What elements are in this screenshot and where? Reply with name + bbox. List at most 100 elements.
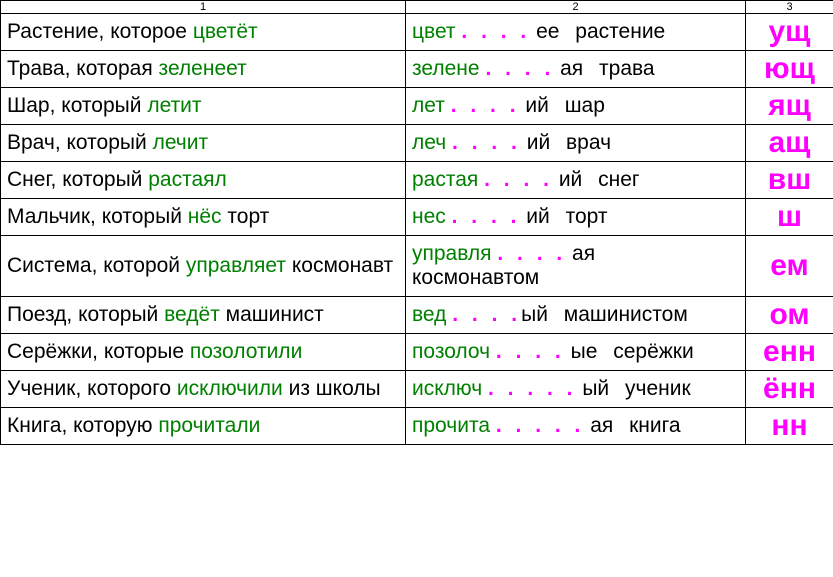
table-row: Трава, которая зеленеетзелене . . . . ая…	[1, 51, 833, 88]
participle-cell: прочита . . . . . ая книга	[406, 408, 746, 445]
suffix: ем	[770, 249, 808, 282]
ending: ый	[521, 303, 548, 326]
ending: ее	[530, 20, 559, 43]
dots: . . . .	[497, 242, 566, 265]
stem: прочита	[412, 414, 490, 437]
table-row: Серёжки, которые позолотилипозолоч . . .…	[1, 334, 833, 371]
phrase-cell: Серёжки, которые позолотили	[1, 334, 406, 371]
tail-word: торт	[566, 205, 608, 228]
dots: . . . .	[452, 205, 521, 228]
phrase-cell: Ученик, которого исключили из школы	[1, 371, 406, 408]
phrase-verb: прочитали	[158, 414, 260, 437]
table-row: Растение, которое цветётцвет . . . . ее …	[1, 14, 833, 51]
phrase-cell: Растение, которое цветёт	[1, 14, 406, 51]
table-row: Шар, который летитлет . . . . ий шарящ	[1, 88, 833, 125]
table-row: Мальчик, который нёс тортнес . . . . ий …	[1, 199, 833, 236]
dots: . . . .	[452, 303, 521, 326]
stem: цвет	[412, 20, 456, 43]
stem: зелене	[412, 57, 480, 80]
stem: вед	[412, 303, 446, 326]
phrase-pre: Шар, который	[7, 94, 147, 117]
phrase-post: из школы	[283, 377, 381, 400]
tail-word: трава	[599, 57, 655, 80]
suffix-cell: ащ	[746, 125, 833, 162]
suffix-cell: ённ	[746, 371, 833, 408]
participle-cell: растая . . . . ий снег	[406, 162, 746, 199]
stem: леч	[412, 131, 446, 154]
grammar-table: 1 2 3 Растение, которое цветётцвет . . .…	[0, 0, 833, 445]
stem: управля	[412, 242, 492, 265]
phrase-verb: лечит	[153, 131, 209, 154]
dots: . . . .	[484, 168, 553, 191]
phrase-verb: управляет	[186, 254, 286, 277]
tail-word: космонавтом	[412, 266, 539, 289]
participle-cell: зелене . . . . ая трава	[406, 51, 746, 88]
suffix-cell: енн	[746, 334, 833, 371]
suffix-cell: нн	[746, 408, 833, 445]
participle-cell: исключ . . . . . ый ученик	[406, 371, 746, 408]
suffix-cell: ем	[746, 236, 833, 297]
tail-word: книга	[629, 414, 680, 437]
phrase-pre: Ученик, которого	[7, 377, 177, 400]
phrase-pre: Поезд, который	[7, 303, 164, 326]
suffix: ом	[769, 298, 809, 331]
phrase-cell: Система, которой управляет космонавт	[1, 236, 406, 297]
stem: лет	[412, 94, 445, 117]
table-row: Поезд, который ведёт машинист вед . . . .…	[1, 297, 833, 334]
dots: . . . .	[461, 20, 530, 43]
suffix: ющ	[764, 52, 815, 85]
suffix: ащ	[769, 126, 811, 159]
phrase-cell: Книга, которую прочитали	[1, 408, 406, 445]
suffix-cell: вш	[746, 162, 833, 199]
phrase-verb: исключили	[177, 377, 283, 400]
ending: ий	[520, 205, 549, 228]
phrase-verb: летит	[147, 94, 201, 117]
phrase-cell: Мальчик, который нёс торт	[1, 199, 406, 236]
phrase-pre: Книга, которую	[7, 414, 158, 437]
ending: ий	[553, 168, 582, 191]
tail-word: шар	[565, 94, 605, 117]
phrase-pre: Снег, который	[7, 168, 148, 191]
phrase-cell: Врач, который лечит	[1, 125, 406, 162]
phrase-verb: нёс	[188, 205, 222, 228]
stem: растая	[412, 168, 478, 191]
phrase-verb: ведёт	[164, 303, 220, 326]
participle-cell: управля . . . . ая космонавтом	[406, 236, 746, 297]
table-row: Книга, которую прочиталипрочита . . . . …	[1, 408, 833, 445]
table-row: Ученик, которого исключили из школыисклю…	[1, 371, 833, 408]
suffix: ящ	[768, 89, 811, 122]
dots: . . . . .	[496, 414, 585, 437]
participle-cell: позолоч . . . . ые серёжки	[406, 334, 746, 371]
participle-cell: леч . . . . ий врач	[406, 125, 746, 162]
participle-cell: нес . . . . ий торт	[406, 199, 746, 236]
header-2: 2	[406, 1, 746, 14]
phrase-pre: Мальчик, который	[7, 205, 188, 228]
phrase-verb: растаял	[148, 168, 227, 191]
phrase-cell: Шар, который летит	[1, 88, 406, 125]
phrase-post: космонавт	[286, 254, 393, 277]
tail-word: машинистом	[564, 303, 688, 326]
phrase-post: торт	[222, 205, 270, 228]
phrase-verb: цветёт	[193, 20, 258, 43]
tail-word: врач	[566, 131, 611, 154]
table-row: Система, которой управляет космонавтупра…	[1, 236, 833, 297]
tail-word: растение	[575, 20, 665, 43]
ending: ая	[584, 414, 613, 437]
ending: ая	[566, 242, 595, 265]
dots: . . . . .	[488, 377, 577, 400]
phrase-pre: Система, которой	[7, 254, 186, 277]
tail-word: снег	[598, 168, 639, 191]
phrase-pre: Растение, которое	[7, 20, 193, 43]
ending: ые	[565, 340, 598, 363]
ending: ый	[577, 377, 610, 400]
table-row: Врач, который лечитлеч . . . . ий врач ащ	[1, 125, 833, 162]
suffix-cell: ш	[746, 199, 833, 236]
suffix-cell: ящ	[746, 88, 833, 125]
suffix-cell: ущ	[746, 14, 833, 51]
suffix: енн	[763, 335, 816, 368]
phrase-pre: Трава, которая	[7, 57, 159, 80]
phrase-cell: Поезд, который ведёт машинист	[1, 297, 406, 334]
tail-word: ученик	[625, 377, 691, 400]
participle-cell: цвет . . . . ее растение	[406, 14, 746, 51]
participle-cell: лет . . . . ий шар	[406, 88, 746, 125]
